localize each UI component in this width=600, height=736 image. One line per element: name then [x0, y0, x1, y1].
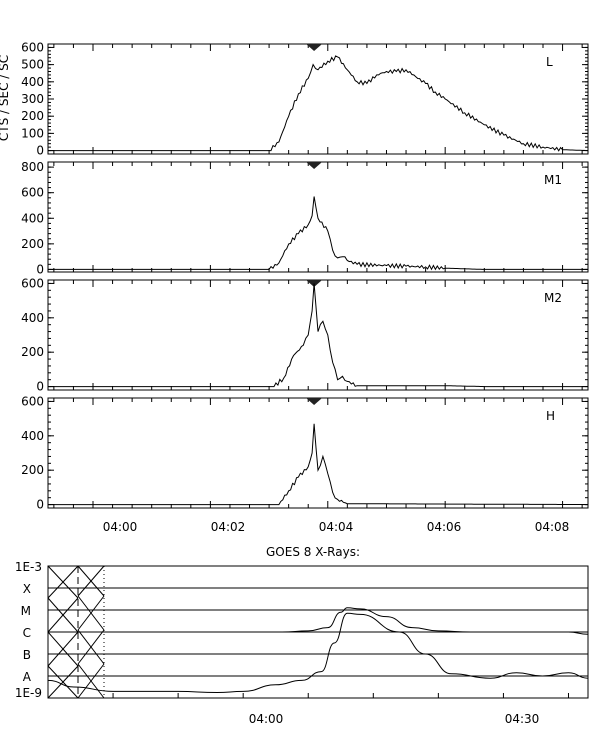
goes-series-line-long [47, 607, 589, 635]
hatch-line [77, 663, 105, 699]
panel-H-frame [47, 397, 589, 509]
goes-y-tick-label: C [23, 626, 31, 640]
y-tick-label: 500 [21, 58, 44, 72]
x-tick-label: 04:04 [319, 520, 354, 534]
hatch-line [77, 629, 105, 665]
panel-H-series-line [48, 423, 588, 506]
goes-y-tick-label: X [23, 582, 31, 596]
x-tick-label: 04:02 [211, 520, 246, 534]
x-tick-label: 04:06 [427, 520, 462, 534]
panel-M1-marker [306, 162, 323, 169]
y-tick-label: 200 [21, 463, 44, 477]
goes-y-tick-label: 1E-9 [15, 686, 42, 700]
panel-M2-frame [47, 279, 589, 391]
y-tick-label: 800 [21, 160, 44, 174]
y-tick-label: 200 [21, 109, 44, 123]
panel-L-marker [306, 44, 323, 51]
goes-y-tick-label: B [23, 648, 31, 662]
panel-M1: 0 200 400 600 800 M1 [21, 160, 589, 276]
goes-y-tick-label: M [21, 604, 31, 618]
panel-M1-yticks: 0 200 400 600 800 [21, 160, 588, 276]
goes-title: GOES 8 X-Rays: [266, 545, 360, 559]
goes-x-tick-label: 04:30 [505, 712, 540, 726]
goes-panel: 1E-3 X M C B A 1E-9 [15, 560, 589, 700]
y-tick-label: 100 [21, 126, 44, 140]
x-tick-label: 04:08 [535, 520, 570, 534]
y-tick-label: 400 [21, 75, 44, 89]
panel-L-yticks: 0 100 200 300 400 500 600 [21, 40, 588, 158]
panel-M1-channel-label: M1 [544, 173, 562, 187]
y-tick-label: 400 [21, 211, 44, 225]
panel-M2-yticks: 0 200 400 600 [21, 276, 588, 394]
goes-y-tick-labels: 1E-3 X M C B A 1E-9 [15, 560, 42, 700]
y-tick-label: 200 [21, 345, 44, 359]
hatch-line [77, 595, 105, 631]
hatch-line [47, 565, 79, 599]
y-tick-label: 400 [21, 429, 44, 443]
panel-M1-series-line [48, 196, 588, 271]
panel-M2-channel-label: M2 [544, 291, 562, 305]
panel-L-channel-label: L [546, 55, 553, 69]
y-tick-label: 300 [21, 92, 44, 106]
panel-H: 0 200 400 600 H [21, 394, 589, 512]
panel-L-series-line [48, 55, 589, 152]
y-tick-label: 0 [36, 498, 44, 512]
hatch-line [77, 565, 105, 597]
goes-x-tick-labels: 04:00 04:30 [249, 712, 540, 726]
y-tick-label: 0 [36, 262, 44, 276]
upper-x-tick-labels: 04:00 04:02 04:04 04:06 04:08 [103, 520, 570, 534]
panel-H-yticks: 0 200 400 600 [21, 394, 588, 512]
y-tick-label: 600 [21, 186, 44, 200]
goes-data-gap-hatch [47, 565, 105, 699]
hatch-line [47, 665, 79, 699]
panel-M2-series-line [48, 283, 588, 388]
y-tick-label: 200 [21, 237, 44, 251]
panel-M2: 0 200 400 600 M2 [21, 276, 589, 394]
goes-y-tick-label: 1E-3 [15, 560, 42, 574]
y-tick-label: 400 [21, 311, 44, 325]
panel-H-channel-label: H [546, 409, 555, 423]
goes-y-tick-label: A [23, 670, 32, 684]
y-axis-label: CTS / SEC / SC [0, 55, 11, 141]
goes-series-line-short [47, 612, 589, 694]
hatch-line [47, 631, 79, 667]
goes-x-tick-label: 04:00 [249, 712, 284, 726]
y-tick-label: 600 [21, 276, 44, 290]
panel-L: 0 100 200 300 400 500 600 L [21, 40, 589, 158]
y-tick-label: 0 [36, 380, 44, 394]
y-tick-label: 0 [36, 144, 44, 158]
panel-H-marker [306, 398, 323, 405]
hatch-line [47, 597, 79, 633]
y-tick-label: 600 [21, 40, 44, 54]
y-tick-label: 600 [21, 394, 44, 408]
x-tick-label: 04:00 [103, 520, 138, 534]
